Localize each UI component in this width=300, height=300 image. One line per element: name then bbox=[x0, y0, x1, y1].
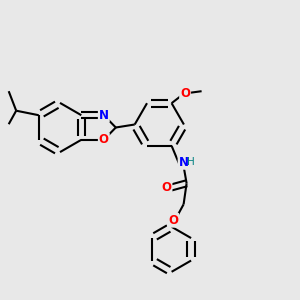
Text: N: N bbox=[99, 109, 109, 122]
Text: H: H bbox=[187, 157, 195, 167]
Text: O: O bbox=[180, 87, 190, 100]
Text: O: O bbox=[168, 214, 178, 227]
Text: N: N bbox=[178, 156, 189, 169]
Text: O: O bbox=[99, 133, 109, 146]
Text: O: O bbox=[161, 181, 172, 194]
